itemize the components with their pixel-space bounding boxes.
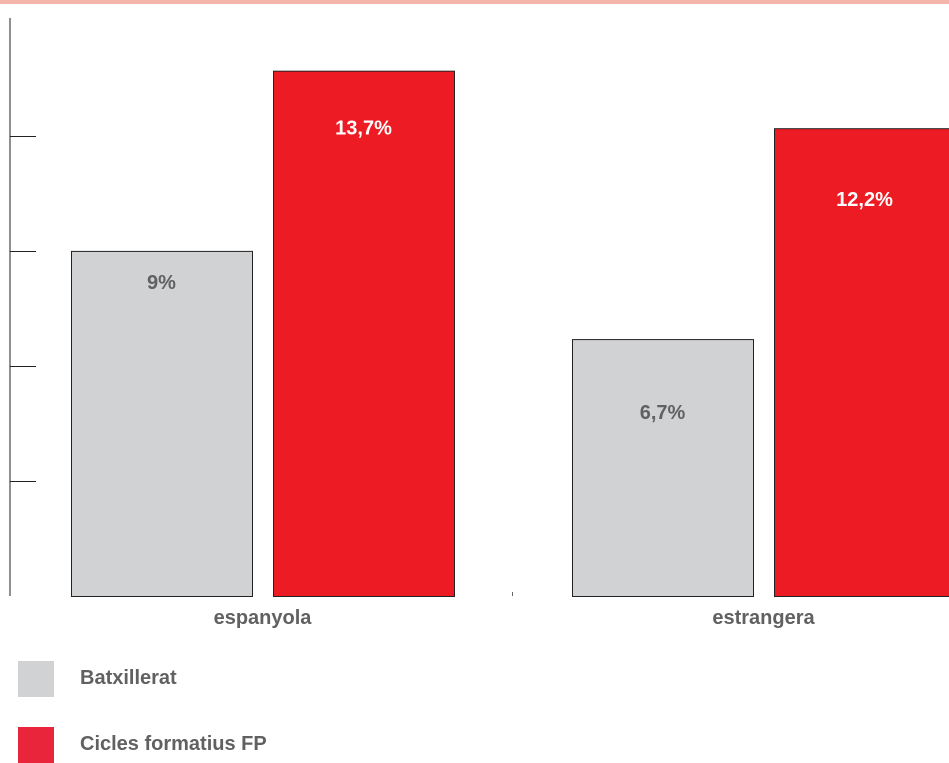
bar-espanyola-0 bbox=[72, 251, 253, 596]
x-tick-label-espanyola: espanyola bbox=[214, 607, 313, 629]
legend-label-fp: Cicles formatius FP bbox=[80, 733, 267, 756]
data-label-estrangera-1: 12,2% bbox=[836, 189, 893, 211]
bar-espanyola-1 bbox=[274, 71, 455, 596]
data-label-estrangera-0: 6,7% bbox=[640, 402, 686, 424]
data-label-espanyola-1: 13,7% bbox=[335, 118, 392, 140]
bar-chart: 9% 13,7% espanyola 6,7% 12,2% estrangera bbox=[0, 0, 949, 650]
bar-estrangera-0 bbox=[573, 340, 754, 597]
x-tick-label-estrangera: estrangera bbox=[712, 607, 815, 629]
legend-swatch-batxillerat bbox=[18, 661, 54, 697]
legend-label-batxillerat: Batxillerat bbox=[80, 667, 177, 690]
data-label-espanyola-0: 9% bbox=[147, 272, 176, 294]
legend-item-batxillerat: Batxillerat bbox=[18, 661, 518, 697]
